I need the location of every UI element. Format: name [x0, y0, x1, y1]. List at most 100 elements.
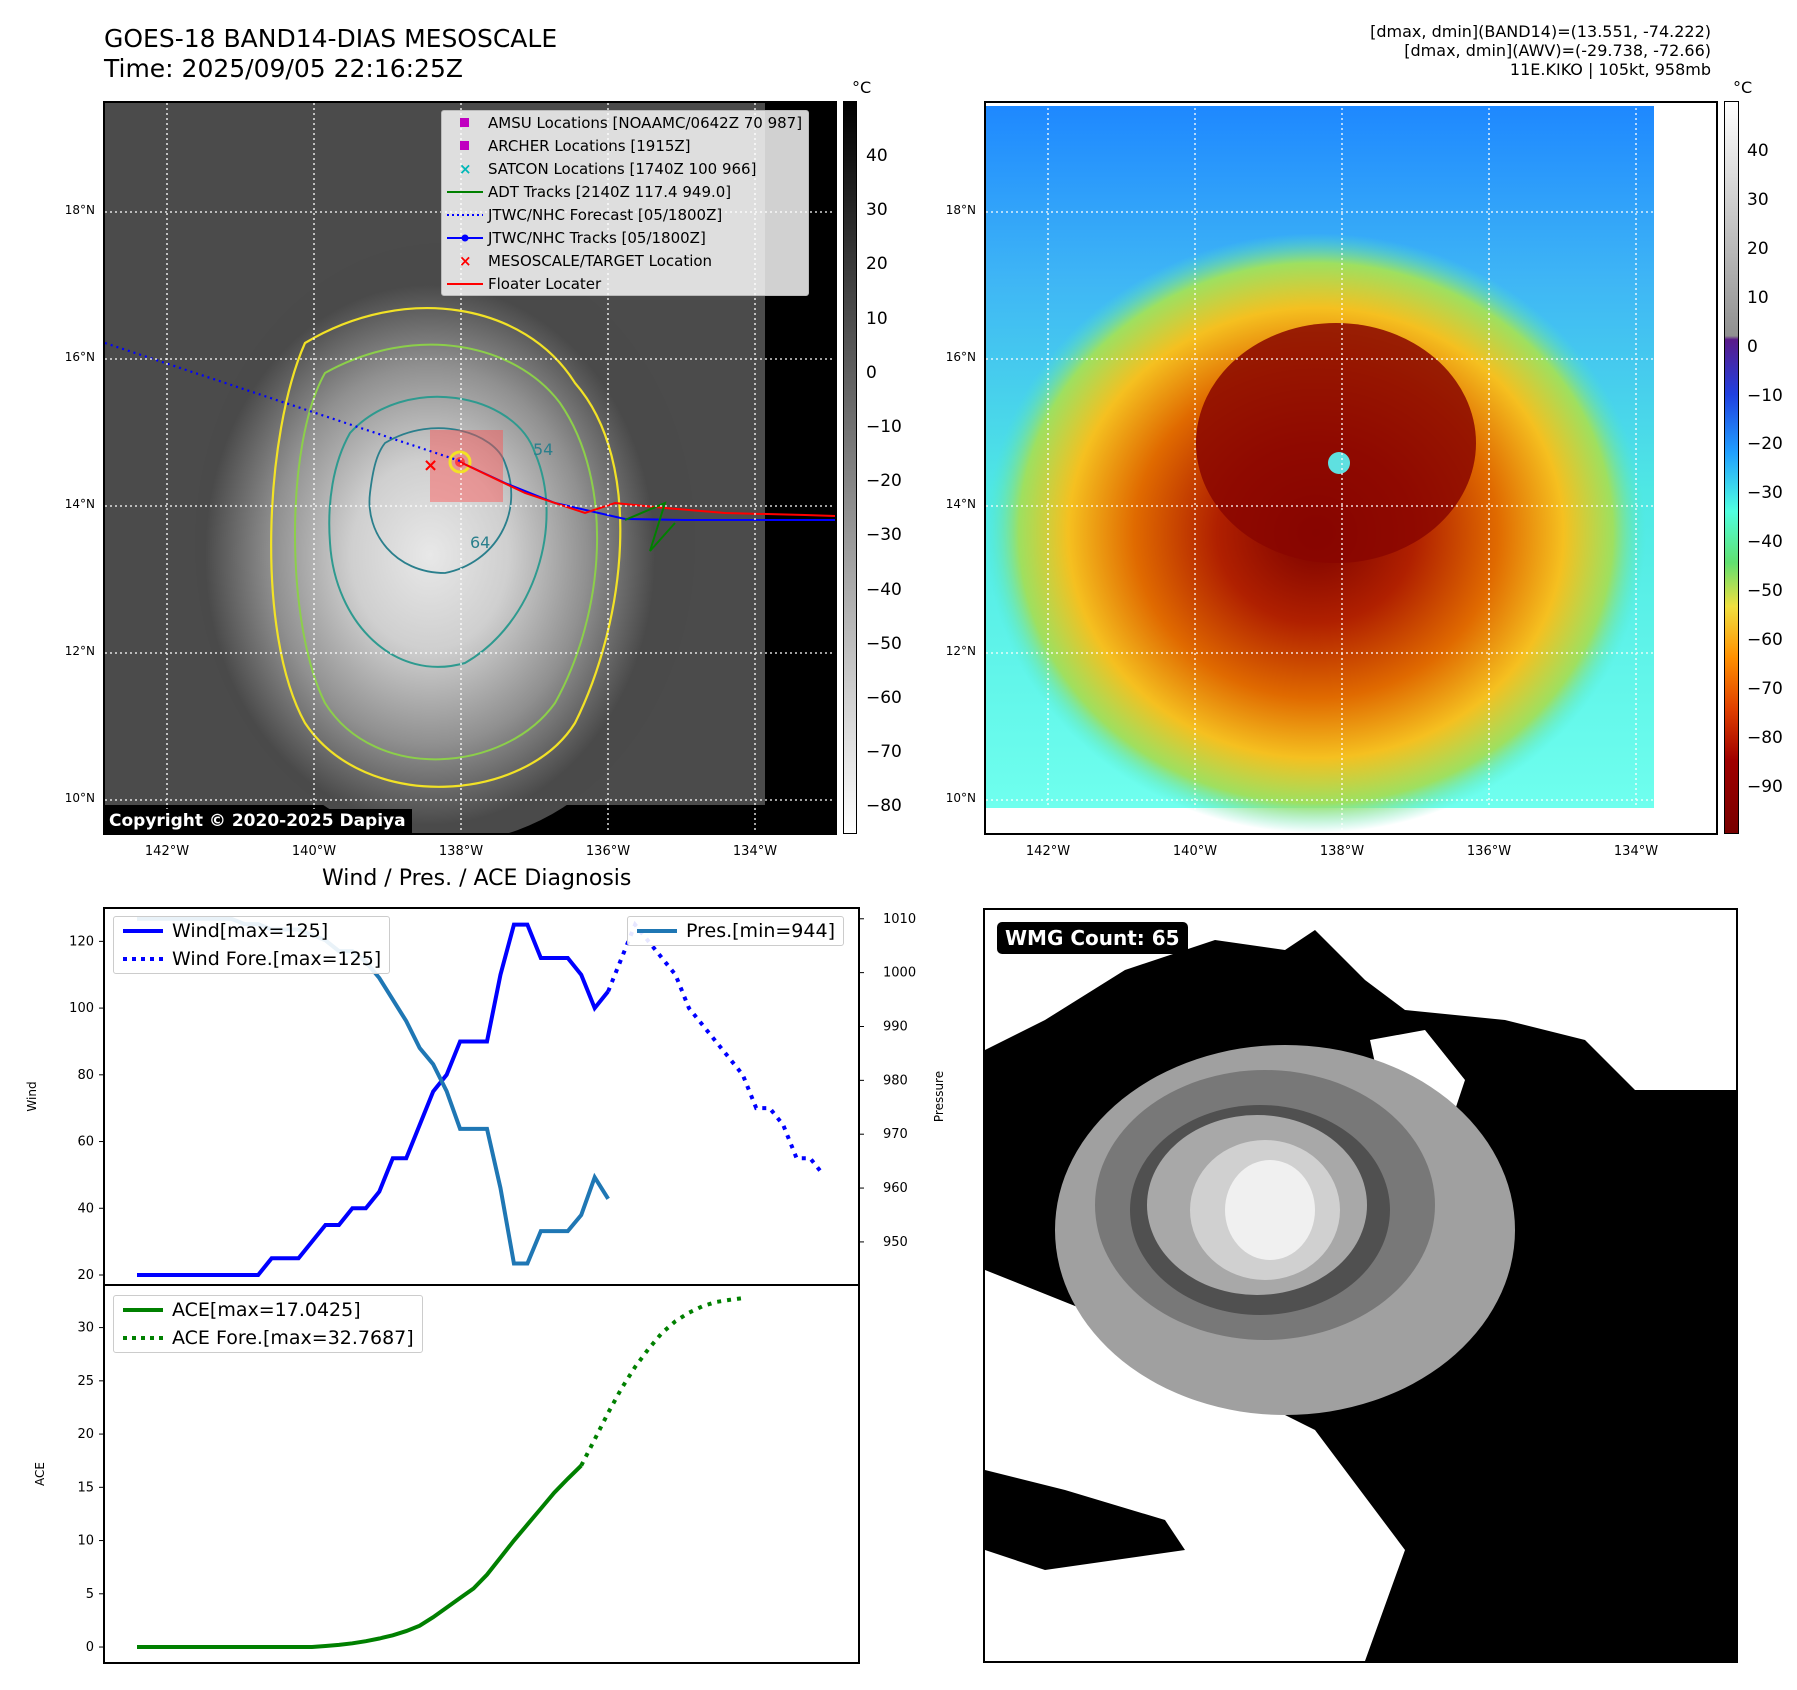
y2-tick-label: 970 [883, 1127, 908, 1142]
wind-line [137, 922, 610, 1277]
lon-label: 142°W [144, 844, 190, 859]
lon-label: 140°W [291, 844, 337, 859]
legend-label: MESOSCALE/TARGET Location [488, 251, 713, 270]
colorbar-tick-label: −60 [1747, 630, 1783, 650]
legend-item: × MESOSCALE/TARGET Location [442, 249, 808, 272]
lat-label: 10°N [64, 791, 95, 805]
legend-label: JTWC/NHC Forecast [05/1800Z] [488, 205, 723, 224]
y-tick-label: 120 [69, 934, 94, 949]
ace-line [137, 1464, 583, 1650]
forecast-track [105, 341, 461, 463]
ir-map-panel: 64 54 × Copyright © 2020-2025 Dapiya AMS… [103, 101, 837, 835]
colorbar-tick-label: 0 [866, 362, 877, 383]
lat-label: 14°N [945, 497, 976, 511]
title-line-1: GOES-18 BAND14-DIAS MESOSCALE [104, 24, 558, 53]
lat-label: 14°N [64, 497, 95, 511]
wind-legend: Wind[max=125] Wind Fore.[max=125] [113, 916, 391, 974]
legend-pressure: Pres.[min=944] [686, 920, 835, 942]
colorbar-tick-label: −20 [866, 471, 902, 492]
y-tick-label: 40 [77, 1201, 94, 1216]
colorbar-tick-label: −50 [1747, 581, 1783, 602]
colorbar-tick-label: −70 [866, 742, 902, 763]
legend-marker-icon [442, 274, 488, 294]
figure-title: GOES-18 BAND14-DIAS MESOSCALE Time: 2025… [104, 24, 557, 84]
legend-item: ADT Tracks [2140Z 117.4 949.0] [442, 180, 808, 203]
legend-marker-icon [442, 228, 488, 248]
colorbar-tick-label: 20 [1747, 238, 1769, 259]
y-tick-label: 60 [77, 1135, 94, 1150]
legend-marker-icon [442, 205, 488, 225]
diagnosis-title: Wind / Pres. / ACE Diagnosis [322, 866, 632, 891]
legend-item: Floater Locater [442, 272, 808, 295]
lon-label: 134°W [1613, 844, 1659, 859]
ace-chart: 0 5 10 15 20 25 30 ACE [33, 1284, 860, 1664]
adt-track [624, 501, 676, 552]
y-tick-label: 10 [77, 1534, 94, 1549]
legend-marker-icon: × [442, 251, 488, 271]
contour-label-64: 64 [470, 533, 490, 552]
wmg-image [985, 930, 1736, 1661]
copyright-label: Copyright © 2020-2025 Dapiya [105, 809, 412, 833]
colorbar-tick-label: 10 [1747, 287, 1769, 308]
colorbar-tick-label: 40 [1747, 141, 1769, 161]
wmg-count-badge: WMG Count: 65 [997, 922, 1188, 954]
storm-info: [dmax, dmin](BAND14)=(13.551, -74.222) [… [1370, 22, 1711, 79]
info-line-1: [dmax, dmin](BAND14)=(13.551, -74.222) [1370, 22, 1711, 41]
lon-label: 136°W [1466, 844, 1512, 859]
y-tick-label: 80 [77, 1068, 94, 1083]
y2-tick-label: 960 [883, 1181, 908, 1196]
lat-label: 18°N [64, 203, 95, 217]
legend-wind-forecast: Wind Fore.[max=125] [172, 948, 382, 970]
diagnosis-charts: 2040608010012095096097098099010001010Win… [25, 907, 946, 1664]
wind-pressure-chart: 20 40 60 80 100 120 950 960 970 980 990 1000 1010 Win… [25, 907, 946, 1286]
y2-axis-label: Pressure [932, 1071, 946, 1122]
map-legend: AMSU Locations [NOAAMC/0642Z 70 987] ARCH… [441, 110, 810, 296]
lat-label: 16°N [945, 350, 976, 364]
colorbar-1-unit: °C [852, 78, 872, 97]
lon-label: 136°W [585, 844, 631, 859]
info-line-3: 11E.KIKO | 105kt, 958mb [1509, 60, 1711, 79]
svg-text:×: × [459, 162, 472, 176]
y-tick-label: 30 [77, 1321, 94, 1336]
colorbar-tick-label: −10 [866, 417, 902, 437]
awv-map-panel [984, 101, 1718, 835]
wind-forecast-line [606, 920, 826, 1177]
legend-ace: ACE[max=17.0425] [172, 1299, 361, 1321]
y-tick-label: 0 [86, 1640, 94, 1655]
contour-label-54: 54 [533, 440, 553, 459]
y2-tick-label: 1010 [883, 912, 916, 927]
lat-label: 12°N [64, 644, 95, 658]
y2-tick-label: 980 [883, 1073, 908, 1088]
storm-eye [1328, 452, 1350, 474]
legend-marker-icon [442, 182, 488, 202]
colorbar-tick-label: 10 [866, 308, 888, 329]
legend-label: ARCHER Locations [1915Z] [488, 136, 691, 155]
legend-label: Floater Locater [488, 274, 602, 293]
colorbar-tick-label: −70 [1747, 678, 1783, 699]
y-tick-label: 5 [86, 1587, 94, 1602]
colorbar-tick-label: −30 [1747, 483, 1783, 504]
y-axis-label: ACE [33, 1462, 47, 1486]
legend-marker-icon: × [442, 159, 488, 179]
legend-item: AMSU Locations [NOAAMC/0642Z 70 987] [442, 111, 808, 134]
y-tick-label: 25 [77, 1374, 94, 1389]
info-line-2: [dmax, dmin](AWV)=(-29.738, -72.66) [1404, 41, 1711, 60]
colorbar-tick-label: −90 [1747, 776, 1783, 797]
y-tick-label: 100 [69, 1001, 94, 1016]
colorbar-tick-label: −60 [866, 688, 902, 708]
lon-label: 134°W [732, 844, 778, 859]
colorbar-2-unit: °C [1733, 78, 1753, 97]
colorbar-tick-label: 40 [866, 146, 888, 166]
legend-label: ADT Tracks [2140Z 117.4 949.0] [488, 182, 732, 201]
legend-label: JTWC/NHC Tracks [05/1800Z] [488, 228, 706, 247]
colorbar-tick-label: −80 [1747, 727, 1783, 748]
lon-label: 140°W [1172, 844, 1218, 859]
legend-item: ARCHER Locations [1915Z] [442, 134, 808, 157]
legend-wind: Wind[max=125] [172, 920, 329, 942]
lat-label: 12°N [945, 644, 976, 658]
lat-label: 18°N [945, 203, 976, 217]
ace-forecast-line [579, 1296, 744, 1467]
y-tick-label: 20 [77, 1268, 94, 1283]
colorbar-tick-label: 0 [1747, 336, 1758, 357]
lon-label: 138°W [438, 844, 484, 859]
